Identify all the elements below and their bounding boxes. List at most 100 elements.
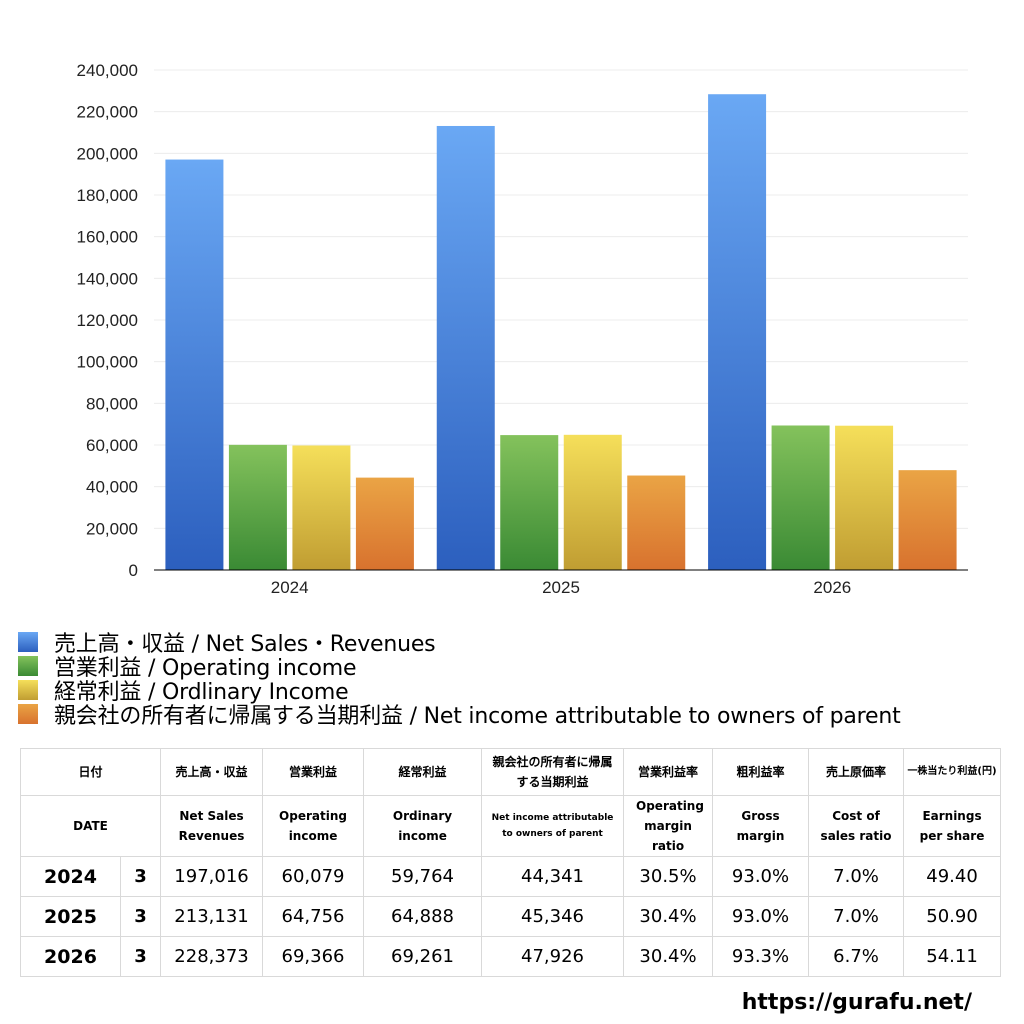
table-header-jp: 日付 売上高・収益 営業利益 経常利益 親会社の所有者に帰属する当期利益 営業利…: [19, 748, 1002, 796]
header-op-margin-en: Operating margin ratio: [623, 795, 714, 857]
legend-swatch: [18, 656, 38, 676]
bar: [228, 444, 287, 570]
cell-op-margin: 30.4%: [623, 936, 714, 977]
y-tick-label: 120,000: [77, 311, 138, 330]
y-axis-ticks: 0 20,000 40,000 60,000 80,000 100,000 120,000 1…: [77, 61, 138, 580]
legend-item-operating-income: 営業利益 / Operating income: [18, 654, 901, 681]
y-tick-label: 40,000: [86, 478, 138, 497]
legend-label: 営業利益 / Operating income: [54, 656, 357, 681]
bar: [627, 475, 686, 570]
header-date-en: DATE: [19, 795, 162, 857]
legend: 売上高・収益 / Net Sales・Revenues 営業利益 / Opera…: [18, 630, 901, 729]
cell-cost-ratio: 7.0%: [808, 856, 905, 897]
legend-swatch: [18, 632, 38, 652]
header-eps-jp: 一株当たり利益(円): [903, 748, 1002, 796]
y-tick-label: 80,000: [86, 394, 138, 413]
header-sales-jp: 売上高・収益: [160, 748, 264, 796]
bar: [500, 435, 559, 570]
cell-operating: 69,366: [262, 936, 365, 977]
y-tick-label: 140,000: [77, 269, 138, 288]
cell-eps: 50.90: [903, 896, 1002, 937]
cell-gross-margin: 93.3%: [712, 936, 810, 977]
row-year: 2026: [20, 936, 121, 977]
cell-gross-margin: 93.0%: [712, 896, 810, 937]
legend-item-net-sales: 売上高・収益 / Net Sales・Revenues: [18, 630, 901, 657]
header-operating-jp: 営業利益: [262, 748, 365, 796]
cell-gross-margin: 93.0%: [712, 856, 810, 897]
legend-swatch: [18, 680, 38, 700]
header-cost-ratio-en: Cost of sales ratio: [808, 795, 905, 857]
bar: [563, 434, 622, 570]
row-year: 2024: [20, 856, 121, 897]
cell-eps: 49.40: [903, 856, 1002, 897]
bar: [898, 470, 957, 570]
bar: [835, 425, 894, 570]
bar: [292, 445, 351, 570]
cell-operating: 64,756: [262, 896, 365, 937]
cell-net-income: 45,346: [481, 896, 625, 937]
y-tick-label: 180,000: [77, 186, 138, 205]
bar: [355, 477, 414, 570]
cell-net-income: 47,926: [481, 936, 625, 977]
header-operating-en: Operating income: [262, 795, 365, 857]
header-net-income-jp: 親会社の所有者に帰属する当期利益: [481, 748, 625, 796]
cell-sales: 213,131: [160, 896, 264, 937]
header-op-margin-jp: 営業利益率: [623, 748, 714, 796]
table-header-en: DATE Net Sales Revenues Operating income…: [19, 795, 1002, 857]
legend-label: 経常利益 / Ordlinary Income: [54, 680, 349, 705]
cell-op-margin: 30.4%: [623, 896, 714, 937]
legend-item-net-income: 親会社の所有者に帰属する当期利益 / Net income attributab…: [18, 702, 901, 729]
cell-ordinary: 69,261: [363, 936, 483, 977]
y-tick-label: 100,000: [77, 353, 138, 372]
header-date-jp: 日付: [19, 748, 162, 796]
bars: [165, 94, 957, 571]
table-row: 2025 3 213,131 64,756 64,888 45,346 30.4…: [20, 896, 1002, 937]
bar: [708, 94, 767, 571]
y-tick-label: 60,000: [86, 436, 138, 455]
header-net-income-en: Net income attributable to owners of par…: [481, 795, 625, 857]
cell-ordinary: 64,888: [363, 896, 483, 937]
x-axis-ticks: 2024 2025 2026: [271, 578, 851, 597]
legend-item-ordinary-income: 経常利益 / Ordlinary Income: [18, 678, 901, 705]
header-ordinary-en: Ordinary income: [363, 795, 483, 857]
y-tick-label: 220,000: [77, 103, 138, 122]
row-month: 3: [119, 936, 162, 977]
cell-ordinary: 59,764: [363, 856, 483, 897]
legend-swatch: [18, 704, 38, 724]
bar: [771, 425, 830, 570]
header-cost-ratio-jp: 売上原価率: [808, 748, 905, 796]
x-tick-label: 2026: [813, 578, 851, 597]
cell-op-margin: 30.5%: [623, 856, 714, 897]
cell-sales: 228,373: [160, 936, 264, 977]
y-tick-label: 240,000: [77, 61, 138, 80]
bar: [436, 125, 495, 570]
y-tick-label: 0: [129, 561, 138, 580]
y-tick-label: 160,000: [77, 228, 138, 247]
y-tick-label: 200,000: [77, 144, 138, 163]
bar: [165, 159, 224, 571]
cell-operating: 60,079: [262, 856, 365, 897]
cell-net-income: 44,341: [481, 856, 625, 897]
bar-chart: 0 20,000 40,000 60,000 80,000 100,000 120,000 1…: [77, 61, 968, 597]
row-month: 3: [119, 896, 162, 937]
row-year: 2025: [20, 896, 121, 937]
source-url[interactable]: https://gurafu.net/: [741, 990, 972, 1015]
header-gross-margin-en: Gross margin: [712, 795, 810, 857]
header-gross-margin-jp: 粗利益率: [712, 748, 810, 796]
x-tick-label: 2025: [542, 578, 580, 597]
legend-label: 売上高・収益 / Net Sales・Revenues: [54, 632, 436, 657]
row-month: 3: [119, 856, 162, 897]
cell-cost-ratio: 7.0%: [808, 896, 905, 937]
grid-lines: [154, 69, 968, 529]
cell-cost-ratio: 6.7%: [808, 936, 905, 977]
data-table: 日付 売上高・収益 営業利益 経常利益 親会社の所有者に帰属する当期利益 営業利…: [19, 748, 1002, 977]
header-sales-en: Net Sales Revenues: [160, 795, 264, 857]
table-row: 2024 3 197,016 60,079 59,764 44,341 30.5…: [20, 856, 1002, 897]
x-tick-label: 2024: [271, 578, 309, 597]
header-ordinary-jp: 経常利益: [363, 748, 483, 796]
cell-sales: 197,016: [160, 856, 264, 897]
y-tick-label: 20,000: [86, 519, 138, 538]
header-eps-en: Earnings per share: [903, 795, 1002, 857]
cell-eps: 54.11: [903, 936, 1002, 977]
table-row: 2026 3 228,373 69,366 69,261 47,926 30.4…: [20, 936, 1002, 977]
